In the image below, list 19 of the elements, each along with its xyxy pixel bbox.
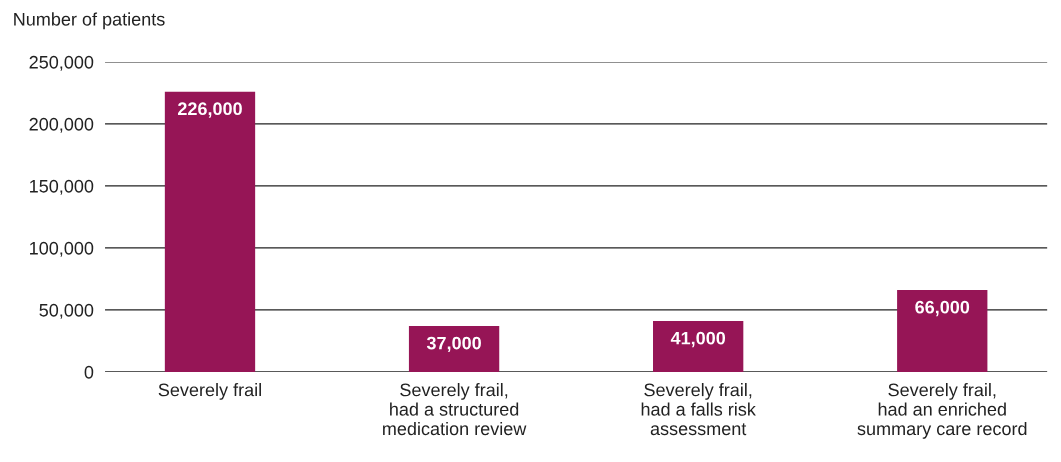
y-tick-label: 250,000 (29, 55, 94, 71)
bar (408, 326, 500, 372)
bar (164, 91, 256, 372)
data-label: 66,000 (915, 300, 970, 317)
y-tick-label: 0 (84, 365, 94, 379)
data-label: 41,000 (670, 331, 726, 348)
bar (653, 321, 744, 372)
bar (897, 290, 988, 372)
x-tick-label: Severely frail (158, 383, 261, 400)
y-tick-label: 100,000 (30, 241, 94, 257)
y-tick-label: 150,000 (30, 179, 94, 195)
x-tick-label: Severely frail, had a structured medication review (383, 383, 527, 436)
y-tick-label: 200,000 (29, 117, 94, 133)
y-axis-title: Number of patients (14, 12, 165, 30)
data-label: 37,000 (426, 336, 481, 353)
data-label: 226,000 (177, 102, 242, 118)
y-tick-label: 50,000 (39, 303, 94, 319)
x-tick-label: Severely frail, had a falls risk assessment (641, 383, 756, 436)
x-tick-label: Severely frail, had an enriched summary care record (857, 383, 1027, 439)
